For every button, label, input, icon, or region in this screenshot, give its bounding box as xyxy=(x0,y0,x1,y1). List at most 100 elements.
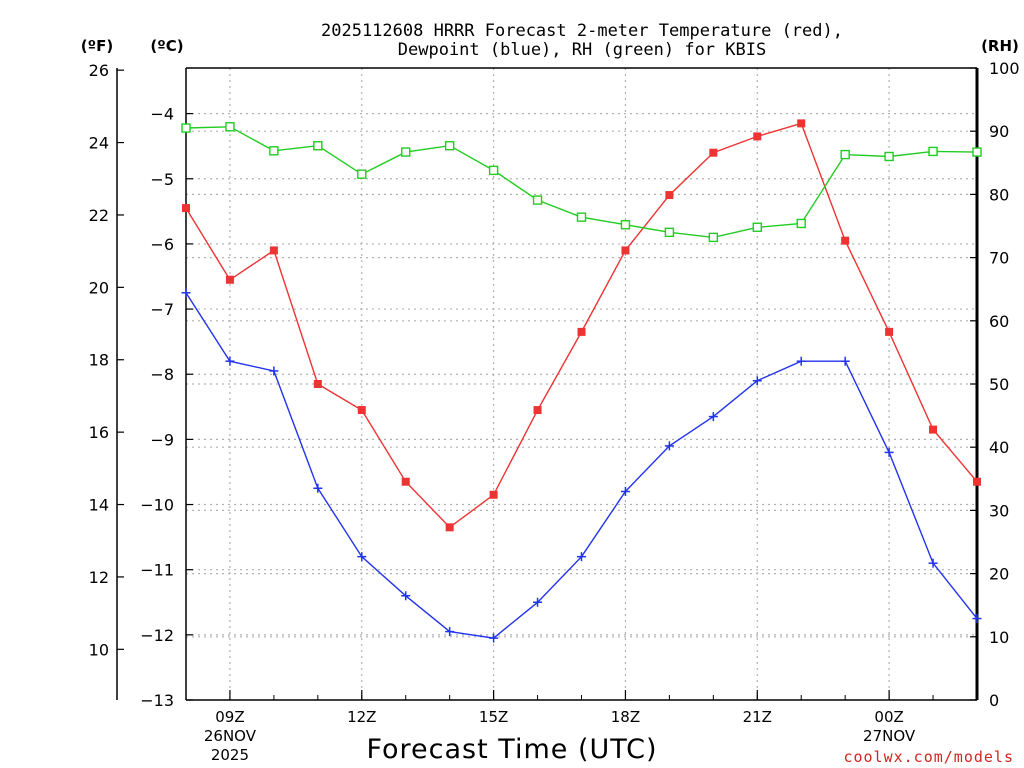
celsius-tick-label: −5 xyxy=(150,170,174,189)
dewpoint-point xyxy=(445,627,455,637)
fahrenheit-tick-label: 18 xyxy=(89,351,109,370)
fahrenheit-tick-label: 12 xyxy=(89,568,109,587)
temperature-point xyxy=(401,477,410,486)
x-tick-label: 15Z xyxy=(479,708,508,726)
temperature-point xyxy=(357,406,366,415)
credit-text: coolwx.com/models xyxy=(843,748,1014,766)
series-dewpoint xyxy=(181,288,982,643)
dewpoint-point xyxy=(972,614,982,624)
rh-point xyxy=(708,232,719,243)
temperature-point xyxy=(313,380,322,388)
celsius-tick-label: −4 xyxy=(150,105,174,124)
celsius-tick-label: −13 xyxy=(140,691,174,710)
dewpoint-point xyxy=(181,288,191,298)
temperature-point xyxy=(533,406,542,415)
rh-tick-label: 100 xyxy=(989,59,1020,78)
rh-axis-header: (RH) xyxy=(981,37,1019,55)
x-tick-label: 21Z xyxy=(743,708,772,726)
temperature-point xyxy=(182,204,190,213)
series-relative-humidity xyxy=(181,122,982,243)
rh-tick-label: 60 xyxy=(989,312,1009,331)
rh-tick-label: 90 xyxy=(989,122,1009,141)
celsius-tick-label: −8 xyxy=(150,365,174,384)
fahrenheit-tick-label: 10 xyxy=(89,640,109,659)
dewpoint-point xyxy=(225,356,235,366)
celsius-tick-label: −9 xyxy=(150,430,174,449)
rh-tick-label: 20 xyxy=(989,565,1009,584)
dewpoint-point xyxy=(928,558,938,568)
rh-point xyxy=(928,146,938,157)
x-tick-year-label: 2025 xyxy=(211,746,249,764)
dewpoint-point xyxy=(577,552,586,562)
rh-point xyxy=(357,169,367,179)
grid-lines xyxy=(186,68,977,700)
temperature-point xyxy=(973,477,981,486)
series-2-meter-temperature xyxy=(182,119,981,532)
rh-tick-label: 0 xyxy=(989,691,999,710)
dewpoint-point xyxy=(401,591,411,601)
dewpoint-point xyxy=(708,412,718,422)
rh-point xyxy=(269,146,279,156)
rh-tick-label: 70 xyxy=(989,249,1009,268)
dewpoint-point xyxy=(489,633,499,643)
rh-tick-label: 30 xyxy=(989,501,1009,520)
rh-point xyxy=(313,141,323,151)
fahrenheit-tick-label: 14 xyxy=(89,496,109,515)
rh-tick-label: 10 xyxy=(989,628,1009,647)
data-series xyxy=(181,119,982,643)
temperature-point xyxy=(225,275,234,284)
dewpoint-point xyxy=(664,441,674,451)
fahrenheit-tick-label: 20 xyxy=(89,278,109,297)
celsius-tick-label: −12 xyxy=(140,626,174,645)
rh-tick-label: 50 xyxy=(989,375,1009,394)
x-tick-date-label: 27NOV xyxy=(863,727,916,745)
celsius-tick-label: −11 xyxy=(140,561,174,580)
fahrenheit-tick-label: 26 xyxy=(89,61,109,80)
rh-point xyxy=(840,149,850,160)
fahrenheit-tick-label: 24 xyxy=(89,134,109,153)
x-tick-label: 18Z xyxy=(611,708,640,726)
x-tick-label: 09Z xyxy=(215,708,244,726)
fahrenheit-axis-header: (ºF) xyxy=(81,37,113,55)
rh-point xyxy=(620,220,631,230)
temperature-point xyxy=(577,327,586,336)
temperature-point xyxy=(841,236,850,245)
rh-point xyxy=(444,141,455,151)
temperature-point xyxy=(709,148,718,157)
rh-tick-label: 40 xyxy=(989,438,1009,457)
fahrenheit-tick-label: 22 xyxy=(89,206,109,225)
celsius-tick-label: −6 xyxy=(150,235,174,254)
rh-point xyxy=(181,123,191,133)
temperature-point xyxy=(885,327,894,336)
rh-point xyxy=(488,165,499,176)
dewpoint-point xyxy=(313,483,323,493)
dewpoint-point xyxy=(752,376,762,386)
celsius-tick-label: −7 xyxy=(150,300,174,319)
x-tick-date-label: 26NOV xyxy=(204,727,257,745)
temperature-point xyxy=(445,523,454,532)
temperature-point xyxy=(929,425,938,434)
chart-title-line2: Dewpoint (blue), RH (green) for KBIS xyxy=(398,40,766,60)
rh-point xyxy=(664,227,675,238)
rh-point xyxy=(972,147,982,157)
fahrenheit-tick-label: 16 xyxy=(89,423,109,442)
celsius-tick-label: −10 xyxy=(140,496,174,515)
rh-point xyxy=(796,218,806,229)
rh-point xyxy=(752,222,762,232)
rh-point xyxy=(401,147,411,157)
temperature-point xyxy=(489,490,498,499)
rh-point xyxy=(576,212,587,222)
temperature-point xyxy=(753,132,762,141)
dewpoint-point xyxy=(357,552,367,562)
x-tick-label: 00Z xyxy=(874,708,903,726)
x-tick-label: 12Z xyxy=(347,708,376,726)
temperature-point xyxy=(665,191,674,200)
x-axis-label: Forecast Time (UTC) xyxy=(366,734,657,765)
dewpoint-point xyxy=(620,487,630,497)
dewpoint-point xyxy=(796,356,806,366)
temperature-point xyxy=(269,246,278,255)
series-line xyxy=(185,122,978,529)
rh-point xyxy=(225,122,235,132)
dewpoint-point xyxy=(884,447,894,457)
